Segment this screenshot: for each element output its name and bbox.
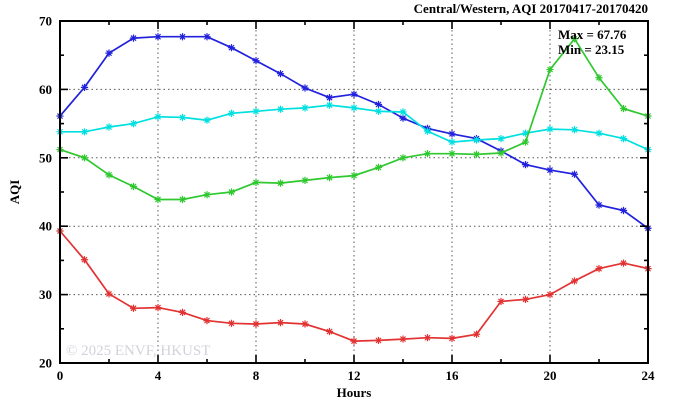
max-annotation: Max = 67.76: [558, 27, 627, 42]
watermark: © 2025 ENVF, HKUST: [66, 343, 210, 359]
series-red-line: [59, 230, 649, 342]
y-tick-label: 40: [39, 219, 52, 234]
plot-area: 0 4 8 12 16 20 24 20 30 40 50 60 70: [39, 14, 655, 384]
y-tick-label: 20: [39, 356, 52, 371]
y-tick-label: 60: [39, 82, 52, 97]
x-tick-label: 4: [155, 368, 162, 383]
series-blue-line: [59, 35, 649, 229]
y-axis-label: AQI: [7, 180, 22, 205]
x-tick-label: 8: [253, 368, 260, 383]
min-annotation: Min = 23.15: [558, 42, 625, 57]
x-tick-label: 24: [642, 368, 656, 383]
x-axis-label: Hours: [337, 385, 372, 400]
y-tick-label: 30: [39, 287, 52, 302]
y-tick-label: 70: [39, 14, 52, 29]
x-tick-label: 16: [446, 368, 460, 383]
series-cyan-markers: [56, 101, 652, 154]
series-green-markers: [56, 35, 652, 204]
x-tick-label: 12: [348, 368, 361, 383]
chart-title: Central/Western, AQI 20170417-20170420: [414, 1, 648, 16]
x-tick-label: 0: [57, 368, 64, 383]
y-tick-label: 50: [39, 150, 52, 165]
x-tick-label: 20: [544, 368, 557, 383]
